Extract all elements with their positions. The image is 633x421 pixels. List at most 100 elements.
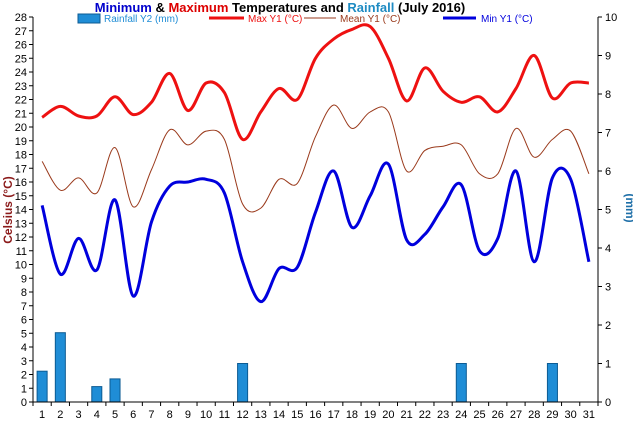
chart-title-part: & [152, 0, 169, 15]
x-tick-label: 28 [528, 409, 540, 421]
x-tick-label: 17 [328, 409, 340, 421]
left-tick-label: 17 [15, 163, 27, 175]
x-tick-label: 12 [236, 409, 248, 421]
x-tick-label: 13 [255, 409, 267, 421]
x-tick-label: 30 [565, 409, 577, 421]
mean-temperature-line [41, 104, 590, 213]
legend-label-rainfall: Rainfall Y2 (mm) [104, 14, 178, 25]
right-tick-label: 9 [605, 51, 611, 63]
rainfall-bar [54, 332, 66, 403]
chart-title-part: Temperatures and [228, 0, 347, 15]
left-tick-label: 10 [15, 260, 27, 272]
left-axis-ticks: 0123456789101112131415161718192021222324… [15, 12, 33, 409]
x-tick-label: 29 [546, 409, 558, 421]
left-tick-label: 4 [21, 342, 27, 354]
left-tick-label: 13 [15, 218, 27, 230]
left-tick-label: 20 [15, 122, 27, 134]
left-tick-label: 27 [15, 26, 27, 38]
right-tick-label: 8 [605, 89, 611, 101]
x-tick-label: 9 [185, 409, 191, 421]
min-temperature-line [40, 161, 591, 304]
temperature-lines [40, 23, 591, 304]
legend-label-min: Min Y1 (°C) [481, 14, 533, 25]
left-tick-label: 25 [15, 53, 27, 65]
x-tick-label: 24 [455, 409, 467, 421]
right-tick-label: 7 [605, 128, 611, 140]
x-tick-label: 2 [57, 409, 63, 421]
right-tick-label: 10 [605, 12, 617, 24]
left-tick-label: 2 [21, 370, 27, 382]
x-tick-label: 19 [364, 409, 376, 421]
left-tick-label: 14 [15, 205, 27, 217]
left-tick-label: 6 [21, 315, 27, 327]
left-tick-label: 19 [15, 136, 27, 148]
left-tick-label: 9 [21, 273, 27, 285]
left-tick-label: 3 [21, 356, 27, 368]
left-tick-label: 22 [15, 95, 27, 107]
left-tick-label: 15 [15, 191, 27, 203]
left-tick-label: 28 [15, 12, 27, 24]
right-tick-label: 1 [605, 359, 611, 371]
left-tick-label: 18 [15, 150, 27, 162]
rainfall-bar [237, 363, 249, 403]
x-tick-label: 26 [492, 409, 504, 421]
x-tick-label: 11 [219, 409, 230, 421]
x-tick-label: 8 [167, 409, 173, 421]
left-tick-label: 23 [15, 81, 27, 93]
left-tick-label: 7 [21, 301, 27, 313]
x-tick-label: 4 [94, 409, 100, 421]
left-tick-label: 8 [21, 287, 27, 299]
chart-title-part: Maximum [168, 0, 228, 15]
chart-title: Minimum & Maximum Temperatures and Rainf… [95, 0, 465, 15]
x-tick-label: 10 [200, 409, 212, 421]
legend-label-max: Max Y1 (°C) [248, 14, 302, 25]
x-tick-label: 18 [346, 409, 358, 421]
rainfall-bar [546, 363, 558, 403]
rainfall-bar [455, 363, 467, 403]
x-tick-label: 1 [39, 409, 45, 421]
x-tick-label: 22 [419, 409, 431, 421]
left-tick-label: 5 [21, 328, 27, 340]
right-tick-label: 5 [605, 205, 611, 217]
right-axis-title: (mm) [623, 193, 633, 222]
left-tick-label: 11 [16, 246, 27, 258]
x-tick-label: 5 [112, 409, 118, 421]
x-tick-label: 15 [291, 409, 303, 421]
x-tick-label: 16 [309, 409, 321, 421]
rainfall-bars [36, 332, 558, 403]
rainfall-bar [36, 370, 48, 403]
chart-title-part: (July 2016) [394, 0, 465, 15]
legend-label-mean: Mean Y1 (°C) [340, 14, 401, 25]
x-tick-label: 31 [583, 409, 595, 421]
right-axis-ticks: 0 1 2 3 4 5 6 7 8 9 10 [598, 12, 617, 409]
x-tick-label: 20 [382, 409, 394, 421]
x-tick-label: 23 [437, 409, 449, 421]
legend: Rainfall Y2 (mm) Max Y1 (°C) Mean Y1 (°C… [77, 13, 533, 25]
chart-title-part: Minimum [95, 0, 152, 15]
x-tick-label: 21 [401, 409, 413, 421]
left-tick-label: 0 [21, 397, 27, 409]
x-axis-ticks: 1 2 3 4 5 6 7 8 9 10 11 12 13 14 15 16 17 18 19 20 21 22 23 24 2… [32, 402, 599, 421]
right-tick-label: 4 [605, 243, 611, 255]
x-tick-label: 27 [510, 409, 522, 421]
right-tick-label: 2 [605, 320, 611, 332]
x-tick-label: 25 [473, 409, 485, 421]
legend-swatch-rainfall [77, 13, 101, 24]
x-tick-label: 14 [273, 409, 285, 421]
rainfall-bar [109, 378, 121, 403]
left-axis-title: Celsius (°C) [1, 176, 15, 243]
right-tick-label: 0 [605, 397, 611, 409]
left-tick-label: 21 [15, 108, 27, 120]
x-tick-label: 3 [76, 409, 82, 421]
x-tick-label: 6 [130, 409, 136, 421]
left-tick-label: 24 [15, 67, 27, 79]
max-temperature-line [41, 23, 589, 141]
rainfall-bar [91, 386, 103, 403]
left-tick-label: 12 [15, 232, 27, 244]
left-tick-label: 16 [15, 177, 27, 189]
left-tick-label: 26 [15, 40, 27, 52]
chart-title-part: Rainfall [347, 0, 394, 15]
x-tick-label: 7 [148, 409, 154, 421]
right-tick-label: 3 [605, 282, 611, 294]
